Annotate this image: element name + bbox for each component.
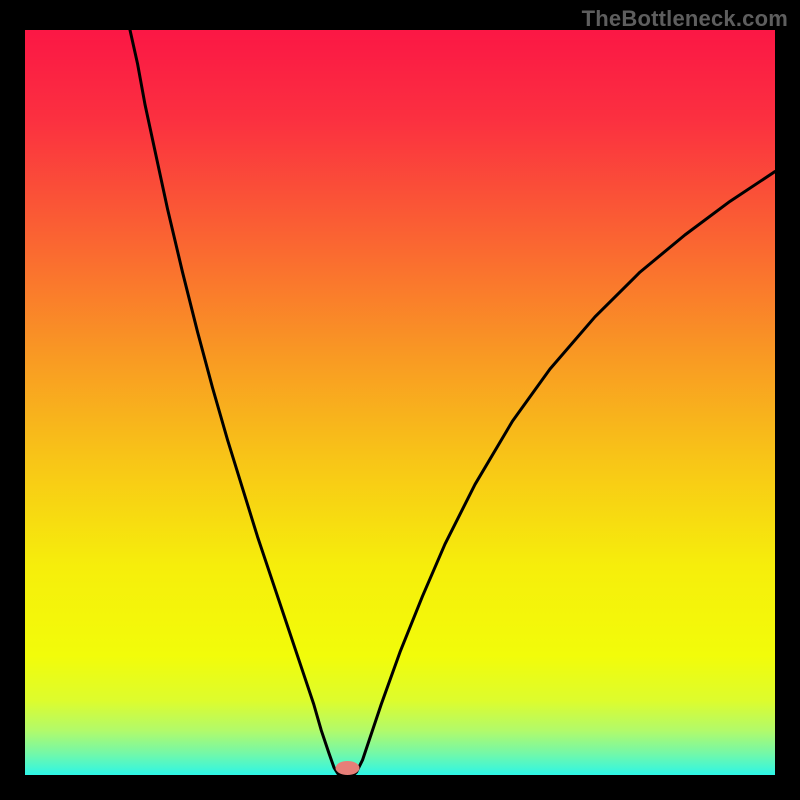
minimum-marker	[336, 761, 360, 775]
chart-container: TheBottleneck.com	[0, 0, 800, 800]
chart-background	[25, 30, 775, 775]
watermark-text: TheBottleneck.com	[582, 6, 788, 32]
plot-area	[25, 30, 775, 775]
chart-svg	[25, 30, 775, 775]
